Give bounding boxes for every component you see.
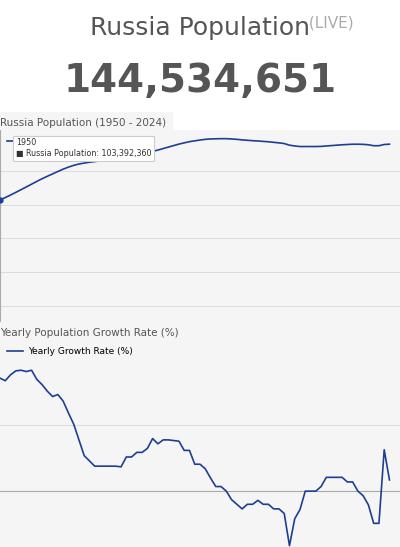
Legend: Russia Population: Russia Population (4, 135, 110, 149)
Text: 144,534,651: 144,534,651 (64, 62, 336, 101)
Text: Russia Population: Russia Population (90, 16, 310, 39)
Text: Russia Population (1950 - 2024): Russia Population (1950 - 2024) (0, 118, 166, 128)
Text: (LIVE): (LIVE) (304, 16, 354, 31)
Legend: Yearly Growth Rate (%): Yearly Growth Rate (%) (4, 345, 136, 359)
Text: 1950
■ Russia Population: 103,392,360: 1950 ■ Russia Population: 103,392,360 (16, 138, 151, 158)
Text: Yearly Population Growth Rate (%): Yearly Population Growth Rate (%) (0, 328, 179, 338)
